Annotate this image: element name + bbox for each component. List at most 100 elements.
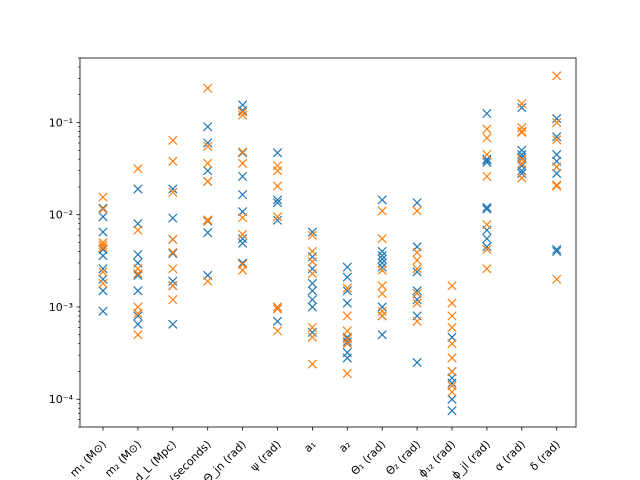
point-series1-cat4-7: [237, 107, 248, 117]
point-series0-cat1-3: [133, 270, 143, 281]
point-series1-cat2-1: [168, 281, 178, 291]
point-series1-cat4-6: [237, 110, 248, 120]
point-series0-cat8-0: [377, 330, 387, 340]
point-series1-cat8-1: [377, 306, 387, 316]
point-series1-cat7-5: [342, 283, 352, 293]
point-series0-cat13-2: [552, 168, 562, 179]
point-series0-cat6-3: [307, 286, 318, 296]
point-series0-cat10-1: [447, 394, 457, 404]
point-series0-cat3-6: [203, 122, 213, 132]
point-series0-cat1-1: [133, 311, 143, 321]
point-series0-cat8-2: [377, 302, 387, 312]
point-series1-cat11-3: [482, 171, 492, 182]
point-series1-cat2-5: [168, 187, 178, 197]
point-series1-cat3-5: [203, 141, 213, 152]
point-series0-cat9-3: [412, 286, 422, 296]
point-series0-cat7-1: [342, 348, 352, 358]
point-series0-cat10-3: [447, 373, 457, 383]
point-series0-cat1-7: [133, 184, 143, 194]
point-series0-cat11-5: [482, 157, 492, 167]
point-series1-cat0-6: [98, 192, 108, 202]
point-series1-cat0-0: [98, 278, 108, 289]
point-series0-cat8-4: [377, 258, 387, 268]
y-tick-label: 10⁻¹: [49, 116, 73, 129]
point-series1-cat5-6: [272, 161, 283, 171]
point-series0-cat2-5: [168, 213, 178, 223]
point-series1-cat2-6: [168, 156, 178, 166]
point-series1-cat3-3: [203, 176, 213, 186]
point-series0-cat3-5: [203, 138, 213, 148]
point-series1-cat11-1: [482, 244, 492, 255]
point-series1-cat7-3: [342, 326, 352, 336]
point-series0-cat1-2: [133, 286, 143, 296]
point-series1-cat3-2: [203, 215, 213, 225]
point-series1-cat13-5: [552, 117, 562, 128]
point-series1-cat7-0: [342, 368, 352, 379]
point-series0-cat8-8: [377, 195, 387, 205]
point-series1-cat1-6: [133, 164, 143, 174]
point-series0-cat0-5: [98, 244, 108, 255]
point-series1-cat3-1: [203, 216, 213, 226]
point-series1-cat11-5: [482, 133, 492, 143]
point-series0-cat0-7: [98, 212, 108, 222]
point-series0-cat6-4: [307, 278, 318, 289]
point-series0-cat0-3: [98, 264, 108, 274]
point-series1-cat10-2: [447, 366, 457, 377]
point-series0-cat11-7: [482, 154, 492, 164]
data-points: [98, 71, 562, 416]
point-series1-cat5-2: [272, 302, 283, 312]
point-series0-cat1-6: [133, 219, 143, 229]
point-series0-cat4-4: [237, 190, 248, 200]
point-series0-cat7-6: [342, 272, 352, 282]
point-series0-cat9-6: [412, 198, 422, 208]
point-series0-cat2-0: [168, 319, 178, 329]
point-series1-cat2-3: [168, 247, 178, 258]
point-series1-cat5-4: [272, 181, 283, 191]
point-series0-cat11-3: [482, 204, 492, 214]
point-series0-cat10-0: [447, 406, 457, 416]
point-series1-cat10-4: [447, 339, 457, 349]
point-series1-cat3-6: [203, 83, 213, 93]
point-series1-cat5-1: [272, 304, 283, 314]
point-series0-cat8-3: [377, 262, 387, 272]
point-series1-cat13-2: [552, 180, 562, 190]
point-series1-cat9-6: [412, 206, 422, 216]
point-series0-cat2-2: [168, 276, 178, 286]
point-series1-cat6-3: [307, 268, 318, 279]
point-series1-cat4-3: [237, 213, 248, 223]
point-series0-cat6-2: [307, 295, 318, 305]
point-series1-cat1-2: [133, 302, 143, 312]
point-series0-cat12-2: [517, 161, 527, 171]
y-tick-label: 10⁻³: [49, 301, 73, 314]
point-series1-cat2-2: [168, 264, 178, 274]
point-series1-cat6-4: [307, 257, 318, 267]
point-series1-cat0-5: [98, 204, 108, 214]
point-series1-cat4-4: [237, 158, 248, 169]
point-series1-cat0-3: [98, 240, 108, 250]
point-series1-cat7-4: [342, 311, 352, 321]
point-series1-cat2-0: [168, 295, 178, 305]
point-series0-cat13-5: [552, 132, 562, 142]
point-series1-cat4-2: [237, 229, 248, 240]
point-series1-cat1-0: [133, 330, 143, 340]
point-series0-cat8-7: [377, 246, 387, 257]
point-series0-cat5-5: [272, 148, 283, 158]
point-series1-cat8-4: [377, 265, 387, 275]
point-series0-cat5-4: [272, 195, 283, 205]
point-series1-cat6-5: [307, 246, 318, 257]
point-series0-cat11-8: [482, 108, 492, 119]
point-series1-cat9-3: [412, 264, 422, 274]
point-series0-cat4-0: [237, 258, 248, 268]
point-series1-cat3-0: [203, 276, 213, 286]
point-series1-cat4-5: [237, 147, 248, 157]
point-series0-cat13-4: [552, 149, 562, 160]
point-series0-cat11-0: [482, 242, 492, 252]
point-series1-cat1-4: [133, 264, 143, 274]
point-series1-cat10-5: [447, 322, 457, 333]
point-series1-cat12-4: [517, 126, 527, 137]
point-series1-cat13-3: [552, 162, 562, 172]
point-series0-cat2-3: [168, 248, 178, 259]
point-series1-cat10-1: [447, 381, 457, 391]
y-tick-label: 10⁻⁴: [49, 393, 74, 406]
point-series0-cat7-2: [342, 337, 352, 347]
